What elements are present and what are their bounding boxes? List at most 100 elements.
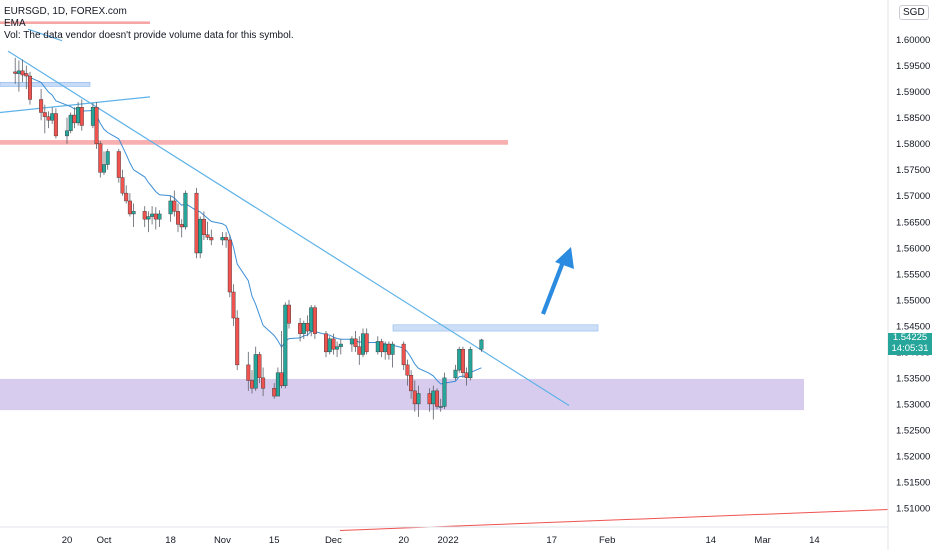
candle-body xyxy=(357,346,362,355)
candle-body xyxy=(405,364,410,376)
candle-body xyxy=(416,393,421,405)
candle xyxy=(183,190,188,230)
candle xyxy=(227,234,232,298)
candle-body xyxy=(231,291,236,319)
candle-body xyxy=(205,234,210,238)
time-tick-label: 20 xyxy=(62,535,73,546)
candle-body xyxy=(427,393,432,405)
candle xyxy=(72,107,77,129)
candle xyxy=(386,341,391,360)
candle-body xyxy=(142,211,147,220)
indicator-label[interactable]: EMA xyxy=(4,18,26,29)
candle xyxy=(68,112,73,134)
candle-body xyxy=(20,70,25,76)
candle xyxy=(379,338,384,358)
price-tick-label: 1.55500 xyxy=(896,269,930,280)
candle-body xyxy=(298,323,303,334)
drawing-zones xyxy=(0,21,804,411)
candle-body xyxy=(309,307,314,332)
candle xyxy=(468,346,473,381)
candle xyxy=(349,336,354,352)
candle-body xyxy=(198,218,203,254)
currency-badge[interactable]: SGD xyxy=(899,5,929,20)
candle xyxy=(338,338,343,355)
candle xyxy=(46,111,51,129)
time-tick-label: 18 xyxy=(165,535,176,546)
candle xyxy=(275,367,280,397)
candle-body xyxy=(279,372,284,386)
candle xyxy=(76,102,81,126)
time-tick-label: Nov xyxy=(214,535,231,546)
volume-note: Vol: The data vendor doesn't provide vol… xyxy=(4,30,294,41)
candle xyxy=(257,351,262,384)
candle-body xyxy=(105,151,110,165)
candle-body xyxy=(168,200,173,215)
candle xyxy=(98,141,103,178)
candle xyxy=(142,206,147,227)
candle xyxy=(324,331,329,358)
candle-body xyxy=(409,375,414,392)
candle xyxy=(127,193,132,217)
candle-body xyxy=(257,354,262,379)
candle xyxy=(287,299,292,329)
time-tick-label: Dec xyxy=(325,535,342,546)
candle xyxy=(283,302,288,389)
candle-body xyxy=(179,224,184,228)
candle-body xyxy=(479,339,484,350)
candle xyxy=(416,385,421,417)
candle-body xyxy=(464,372,469,379)
candle xyxy=(438,398,443,412)
candle-body xyxy=(375,341,380,353)
candle-body xyxy=(53,113,58,137)
candle-body xyxy=(460,349,465,373)
candle xyxy=(357,336,362,365)
candle-body xyxy=(275,372,280,397)
candle xyxy=(431,385,436,420)
candle-body xyxy=(183,192,188,228)
candle-body xyxy=(150,213,155,217)
candle-body xyxy=(453,369,458,379)
price-tick-label: 1.55000 xyxy=(896,295,930,306)
candle xyxy=(13,57,18,84)
candle xyxy=(205,221,210,240)
candle-body xyxy=(305,323,310,332)
resistance-zone-top xyxy=(0,21,150,25)
candle xyxy=(175,203,180,233)
candle-body xyxy=(335,346,340,350)
candle-body xyxy=(401,343,406,366)
candle-body xyxy=(457,349,462,371)
candle-body xyxy=(442,377,447,407)
candle-body xyxy=(194,192,199,254)
symbol-line[interactable]: EURSGD, 1D, FOREX.com xyxy=(4,6,127,17)
candle-body xyxy=(246,364,251,381)
candle xyxy=(90,103,95,129)
candle-body xyxy=(68,114,73,131)
candle xyxy=(261,367,266,397)
candle-body xyxy=(42,112,47,117)
candle-body xyxy=(383,343,388,353)
candle-body xyxy=(379,341,384,353)
price-tick-label: 1.56500 xyxy=(896,217,930,228)
chart-legend: EURSGD, 1D, FOREX.com EMA Vol: The data … xyxy=(4,6,294,42)
candle-body xyxy=(131,211,136,215)
last-price: 1.54225 xyxy=(892,332,928,343)
candle xyxy=(409,370,414,399)
candle xyxy=(157,210,162,227)
price-tick-label: 1.59000 xyxy=(896,87,930,98)
candle-body xyxy=(64,130,69,137)
price-tick-label: 1.52000 xyxy=(896,451,930,462)
candle-body xyxy=(116,151,121,178)
candle xyxy=(64,117,69,144)
time-tick-label: 20 xyxy=(398,535,409,546)
candle-body xyxy=(76,107,81,124)
candle-body xyxy=(98,143,103,173)
price-tick-label: 1.57500 xyxy=(896,165,930,176)
support-zone xyxy=(0,378,804,411)
candle xyxy=(153,207,158,230)
candle-body xyxy=(79,107,84,126)
time-tick-label: Mar xyxy=(754,535,770,546)
candle xyxy=(457,346,462,373)
candle-body xyxy=(283,304,288,386)
candle xyxy=(401,341,406,371)
